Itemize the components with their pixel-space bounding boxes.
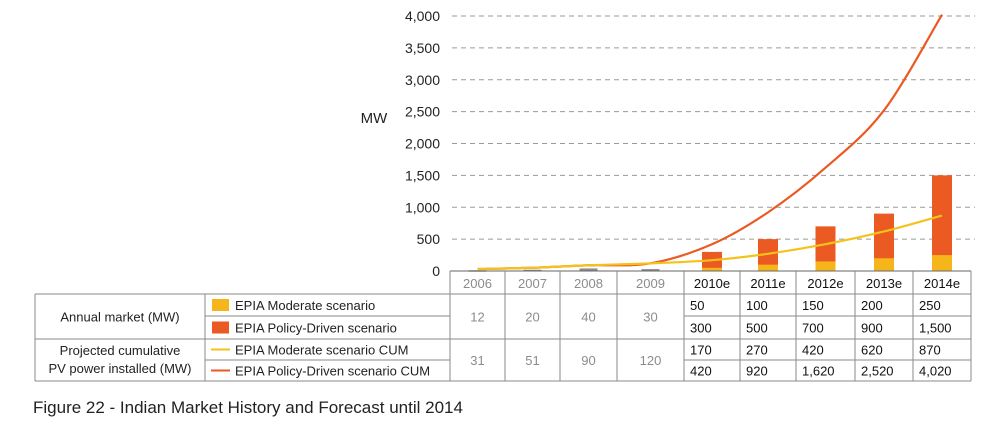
- bar-policy-driven: [758, 239, 778, 271]
- table-cell-cum-historical: 90: [581, 353, 595, 368]
- row-label-cumulative-sub: PV power installed (MW): [48, 361, 191, 376]
- bar-moderate: [874, 258, 894, 271]
- table-cell-policy-driven: 900: [861, 321, 883, 336]
- table-cell-policy-driven: 1,500: [919, 321, 952, 336]
- bar-historical: [641, 269, 660, 271]
- table-cell-moderate: 150: [802, 298, 824, 313]
- legend-moderate-cum-label: EPIA Moderate scenario CUM: [235, 343, 408, 358]
- table-cell-moderate-cum: 620: [861, 343, 883, 358]
- table-cell-moderate-cum: 170: [690, 343, 712, 358]
- table-cell-moderate: 100: [746, 298, 768, 313]
- x-tick-label: 2012e: [807, 276, 843, 291]
- table-cell-moderate-cum: 870: [919, 343, 941, 358]
- x-tick-label: 2010e: [694, 276, 730, 291]
- y-tick-label: 1,500: [405, 167, 440, 183]
- table-cell-policy-driven-cum: 4,020: [919, 364, 952, 379]
- table-cell-cum-historical: 120: [640, 353, 662, 368]
- x-tick-label: 2006: [463, 276, 492, 291]
- line-moderate-cum: [477, 214, 943, 271]
- y-tick-label: 3,000: [405, 72, 440, 88]
- legend-moderate-swatch: [212, 299, 229, 311]
- bar-moderate: [815, 261, 836, 271]
- table-cell-policy-driven-cum: 420: [690, 364, 712, 379]
- y-tick-label: 4,000: [405, 8, 440, 24]
- bar-policy-driven: [874, 213, 894, 271]
- legend-policy-driven-swatch: [212, 321, 229, 334]
- table-cell-policy-driven-cum: 2,520: [861, 364, 894, 379]
- x-tick-label: 2014e: [924, 276, 960, 291]
- table-cell-moderate: 250: [919, 298, 941, 313]
- row-label-annual-market: Annual market (MW): [60, 310, 179, 325]
- y-tick-label: 1,000: [405, 199, 440, 215]
- table-cell-cum-historical: 31: [470, 353, 484, 368]
- table-cell-annual-historical: 20: [525, 310, 539, 325]
- y-tick-label: 2,500: [405, 104, 440, 120]
- y-axis-label: MW: [361, 110, 388, 127]
- bar-moderate: [932, 255, 952, 271]
- legend-moderate-label: EPIA Moderate scenario: [235, 298, 375, 313]
- bar-policy-driven: [815, 226, 836, 271]
- x-tick-label: 2008: [574, 276, 603, 291]
- figure-caption: Figure 22 - Indian Market History and Fo…: [33, 398, 463, 417]
- y-tick-label: 2,000: [405, 136, 440, 152]
- legend-policy-driven-cum-label: EPIA Policy-Driven scenario CUM: [235, 364, 430, 379]
- table-cell-policy-driven: 500: [746, 321, 768, 336]
- table-cell-annual-historical: 30: [643, 310, 657, 325]
- table-cell-moderate-cum: 270: [746, 343, 768, 358]
- bar-policy-driven: [702, 251, 722, 271]
- table-cell-annual-historical: 12: [470, 310, 484, 325]
- table-cell-policy-driven-cum: 1,620: [802, 364, 835, 379]
- x-tick-label: 2007: [518, 276, 547, 291]
- table-cell-moderate: 200: [861, 298, 883, 313]
- bar-moderate: [758, 264, 778, 271]
- y-tick-label: 0: [432, 263, 440, 279]
- x-tick-label: 2009: [636, 276, 665, 291]
- bar-policy-driven: [932, 175, 952, 271]
- table-cell-policy-driven: 300: [690, 321, 712, 336]
- bar-historical: [523, 269, 542, 272]
- y-tick-label: 3,500: [405, 40, 440, 56]
- legend-policy-driven-label: EPIA Policy-Driven scenario: [235, 321, 397, 336]
- bar-moderate: [702, 267, 722, 271]
- table-cell-policy-driven: 700: [802, 321, 824, 336]
- row-label-cumulative: Projected cumulative: [60, 343, 181, 358]
- x-tick-label: 2011e: [750, 276, 785, 291]
- table-cell-annual-historical: 40: [581, 310, 595, 325]
- table-cell-moderate-cum: 420: [802, 343, 824, 358]
- y-tick-label: 500: [417, 231, 441, 247]
- table-cell-moderate: 50: [690, 298, 704, 313]
- x-tick-label: 2013e: [866, 276, 902, 291]
- table-cell-cum-historical: 51: [525, 353, 539, 368]
- bar-historical: [579, 268, 598, 271]
- table-cell-policy-driven-cum: 920: [746, 364, 768, 379]
- line-policy-driven-cum: [477, 14, 943, 271]
